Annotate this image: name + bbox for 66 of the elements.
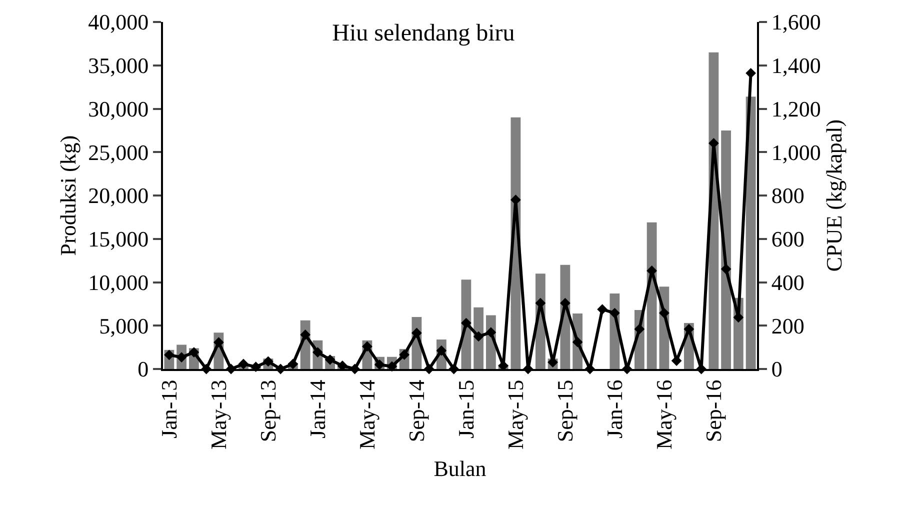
point (362, 341, 372, 352)
x-tick-label: Sep-13 (255, 380, 280, 442)
y-tick-label: 0 (138, 356, 149, 382)
point (609, 308, 620, 318)
y-axis-title: Produksi (kg) (55, 135, 80, 256)
point (634, 324, 645, 334)
y2-tick-label: 1,400 (771, 53, 821, 78)
point (411, 328, 422, 338)
bar (721, 130, 732, 369)
point (188, 347, 200, 358)
point (238, 358, 249, 370)
y-tick-label: 30,000 (88, 96, 149, 122)
y2-axis-title: CPUE (kg/kapal) (821, 119, 846, 272)
point (262, 356, 274, 367)
y2-tick-label: 1,000 (771, 140, 821, 165)
x-tick-label: Jan-14 (304, 380, 330, 438)
point (473, 331, 484, 342)
x-tick-label: Jan-15 (453, 380, 478, 438)
x-tick-label: Sep-15 (552, 380, 578, 442)
point (597, 304, 608, 315)
point (288, 358, 298, 370)
x-tick-label: Jan-13 (156, 380, 182, 438)
point (312, 347, 323, 358)
point (720, 264, 732, 274)
y2-tick-label: 1,200 (771, 96, 821, 122)
point (572, 336, 583, 348)
point (250, 362, 262, 372)
y2-tick-label: 1,600 (771, 10, 821, 35)
chart-title: Hiu selendang biru (332, 20, 515, 47)
point (176, 352, 187, 362)
point (658, 308, 670, 318)
x-tick-label: May-14 (354, 380, 380, 450)
y-tick-label: 25,000 (88, 140, 149, 165)
x-tick-label: May-13 (206, 380, 231, 450)
point (213, 337, 224, 348)
y-tick-label: 20,000 (88, 183, 149, 208)
y2-tick-label: 400 (771, 270, 804, 295)
y2-tick-label: 0 (771, 356, 782, 382)
point (746, 68, 756, 78)
y-tick-label: 15,000 (88, 226, 149, 252)
point (436, 345, 447, 356)
x-tick-label: May-16 (651, 380, 676, 450)
x-tick-label: Sep-14 (404, 380, 429, 442)
point (300, 330, 311, 340)
point (374, 359, 385, 370)
point (460, 318, 472, 328)
point (684, 324, 694, 334)
point (671, 356, 682, 366)
y-tick-label: 5,000 (99, 313, 149, 338)
x-axis-title: Bulan (434, 456, 486, 481)
bar (746, 96, 756, 369)
y-tick-label: 40,000 (88, 10, 149, 35)
y2-tick-label: 800 (771, 183, 804, 208)
x-tick-label: Sep-16 (700, 380, 726, 442)
y2-tick-label: 200 (771, 313, 804, 338)
point (733, 312, 744, 323)
point (164, 350, 174, 360)
point (324, 354, 336, 365)
y2-tick-label: 600 (771, 226, 804, 252)
x-tick-label: May-15 (502, 380, 528, 450)
y-tick-label: 35,000 (88, 53, 149, 78)
point (399, 349, 410, 360)
point (708, 138, 719, 148)
y-tick-label: 10,000 (88, 270, 149, 295)
point (486, 327, 496, 338)
x-tick-label: Jan-16 (602, 380, 627, 438)
